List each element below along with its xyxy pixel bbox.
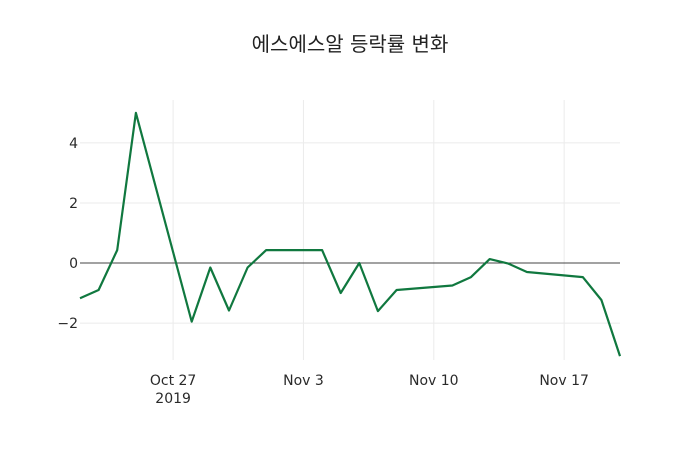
series-line: [79, 111, 622, 357]
chart-title: 에스에스알 등락률 변화: [251, 32, 449, 56]
x-tick-label: Nov 3: [283, 373, 324, 389]
x-tick-year: 2019: [155, 391, 191, 407]
x-tick-label: Nov 17: [539, 373, 589, 389]
y-axis-ticks: −2 0 2 4: [57, 136, 78, 332]
y-tick-label: 4: [69, 136, 78, 152]
x-tick-label: Oct 27: [150, 373, 196, 389]
x-tick-label: Nov 10: [409, 373, 459, 389]
x-axis-ticks: Oct 27 2019 Nov 3 Nov 10 Nov 17: [150, 373, 589, 407]
y-tick-label: −2: [57, 316, 78, 332]
grid-lines: [80, 100, 620, 360]
y-tick-label: 0: [69, 256, 78, 272]
y-tick-label: 2: [69, 196, 78, 212]
